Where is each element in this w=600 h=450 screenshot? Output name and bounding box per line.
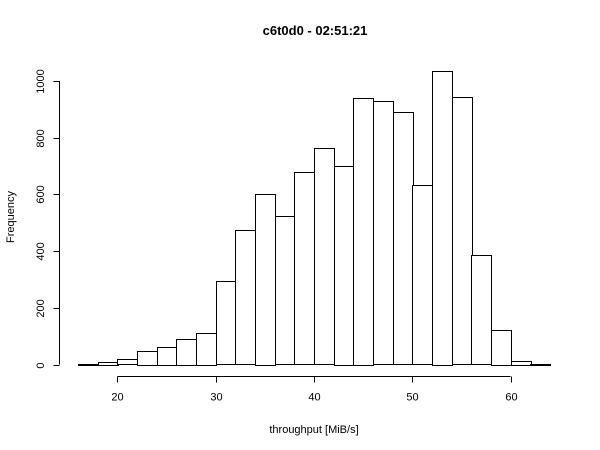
y-tick-label: 200 [35,299,47,317]
histogram-bar [471,255,492,365]
histogram-bar [216,281,237,365]
histogram-bar [491,330,512,366]
histogram-bar [412,185,433,365]
bars-group [78,71,551,366]
histogram-bar [530,364,551,366]
histogram-bar [373,101,394,365]
y-tick-label: 600 [35,185,47,203]
histogram-bar [157,347,178,366]
chart-title: c6t0d0 - 02:51:21 [263,23,368,38]
x-tick-label: 60 [505,392,517,404]
histogram-bar [78,364,99,366]
y-tick-label: 0 [35,362,47,368]
histogram-bar [314,148,335,365]
y-axis: 0 200 400 600 800 1000 [35,69,60,369]
histogram-bar [393,112,414,365]
y-axis-label: Frequency [5,191,17,243]
histogram-bar [255,194,276,366]
histogram-bar [117,359,138,365]
histogram-bar [294,172,315,365]
histogram-bar [275,216,296,365]
y-tick-label: 400 [35,242,47,260]
x-axis-label: throughput [MiB/s] [269,424,358,436]
histogram-bar [235,230,256,365]
histogram-bar [137,351,158,366]
histogram-bar [196,333,217,366]
y-tick-label: 1000 [35,69,47,93]
y-tick-label: 800 [35,129,47,147]
x-tick-label: 40 [308,392,320,404]
x-tick-label: 20 [111,392,123,404]
histogram-bar [452,97,473,365]
histogram-bar [511,361,532,366]
histogram-bar [432,71,453,366]
histogram-bar [353,98,374,366]
x-tick-label: 50 [406,392,418,404]
histogram-bar [98,362,119,366]
x-axis: 20 30 40 50 60 [111,376,518,404]
histogram-bar [176,339,197,366]
histogram-bar [334,166,355,366]
x-tick-label: 30 [210,392,222,404]
